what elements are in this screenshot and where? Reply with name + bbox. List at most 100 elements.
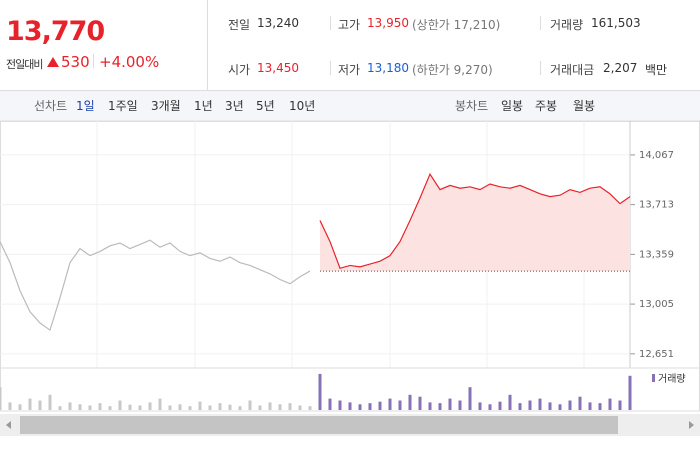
volume-bar (588, 402, 592, 410)
period-button[interactable]: 3개월 (151, 99, 181, 113)
volume-bar (108, 406, 112, 410)
volume-bar (158, 398, 162, 410)
volume-bar (608, 398, 612, 410)
divider (330, 16, 331, 30)
volume-bar (178, 404, 182, 410)
volume-bar (118, 400, 122, 410)
volume-bar (528, 400, 532, 410)
y-tick-label: 13,713 (639, 200, 674, 211)
volume-bar (348, 402, 352, 410)
period-button[interactable]: 1년 (194, 99, 213, 113)
volume-bar (18, 404, 22, 410)
volume-bar (548, 402, 552, 410)
volume-bar (428, 402, 432, 410)
volume-bar (598, 403, 602, 410)
info-value: 13,240 (257, 16, 299, 30)
info-note: (하한가 9,270) (412, 63, 493, 77)
legend-label: 거래량 (658, 373, 686, 385)
period-button[interactable]: 1일 (76, 99, 95, 113)
y-tick-label: 12,651 (639, 349, 674, 360)
info-note: (상한가 17,210) (412, 18, 501, 32)
info-label: 시가 (228, 63, 251, 77)
volume-bar (578, 396, 582, 410)
area (320, 174, 630, 272)
scroll-left[interactable] (6, 421, 11, 429)
scroll-thumb[interactable] (20, 416, 618, 434)
volume-bar (558, 404, 562, 410)
volume-bar (168, 405, 172, 410)
info-value: 2,207 (603, 61, 638, 75)
divider (330, 61, 331, 75)
up-arrow (47, 57, 59, 67)
divider (207, 0, 208, 90)
divider (93, 54, 94, 68)
volume-bar (328, 398, 332, 410)
volume-bar (28, 398, 32, 410)
volume-bar (338, 400, 342, 410)
volume-bar (518, 403, 522, 410)
volume-bar (628, 375, 632, 410)
volume-bar (208, 405, 212, 410)
volume-bar (228, 404, 232, 410)
volume-bar (388, 398, 392, 410)
period-button[interactable]: 1주일 (108, 99, 138, 113)
info-value: 13,180 (367, 61, 409, 75)
price-line (0, 239, 311, 332)
period-button[interactable]: 10년 (289, 99, 316, 113)
volume-bar (238, 406, 242, 410)
volume-bar (288, 403, 292, 410)
volume-bar (298, 405, 302, 410)
volume-bar (188, 406, 192, 410)
volume-bar (538, 398, 542, 410)
volume-bar (568, 400, 572, 410)
y-tick-label: 13,359 (639, 249, 674, 260)
scroll-right[interactable] (689, 421, 694, 429)
period-button[interactable]: 5년 (256, 99, 275, 113)
volume-bar (38, 400, 42, 410)
volume-bar (618, 400, 622, 410)
period-button[interactable]: 3년 (225, 99, 244, 113)
volume-bar (358, 404, 362, 410)
volume-bar (438, 403, 442, 410)
volume-bar (468, 387, 472, 410)
volume-bar (318, 373, 322, 410)
period-button[interactable]: 일봉 (501, 99, 524, 113)
volume-bar (278, 404, 282, 410)
price: 13,770 (6, 16, 105, 47)
y-tick-label: 14,067 (639, 150, 674, 161)
toolbar-label: 선차트 (34, 99, 68, 113)
volume-bar (458, 400, 462, 410)
volume-bar (268, 402, 272, 410)
info-label: 거래량 (550, 18, 584, 32)
volume-bar (258, 405, 262, 410)
info-value: 13,950 (367, 16, 409, 30)
legend-swatch (652, 374, 655, 382)
volume-bar (78, 404, 82, 410)
period-button[interactable]: 주봉 (535, 99, 558, 113)
volume-bar (248, 400, 252, 410)
volume-bar (0, 387, 2, 410)
divider (540, 61, 541, 75)
volume-bar (88, 405, 92, 410)
info-label: 고가 (338, 18, 361, 32)
volume-bar (138, 405, 142, 410)
toolbar-label: 봉차트 (455, 99, 489, 113)
period-button[interactable]: 월봉 (573, 99, 596, 113)
volume-bar (508, 394, 512, 410)
volume-bar (478, 402, 482, 410)
info-value: 13,450 (257, 61, 299, 75)
info-value: 161,503 (591, 16, 641, 30)
volume-bar (218, 403, 222, 410)
volume-bar (498, 401, 502, 410)
change-rate: +4.00% (99, 53, 160, 71)
toolbar: 선차트 1일 1주일 3개월 1년 3년 5년 10년 봉차트 일봉 주봉 월봉 (0, 90, 700, 122)
volume-bar (198, 401, 202, 410)
volume-bar (398, 400, 402, 410)
info-unit: 백만 (645, 63, 668, 77)
volume-bar (308, 406, 312, 410)
volume-bar (418, 396, 422, 410)
volume-bar (68, 402, 72, 410)
volume-bar (98, 403, 102, 410)
info-label: 전일 (228, 18, 251, 32)
